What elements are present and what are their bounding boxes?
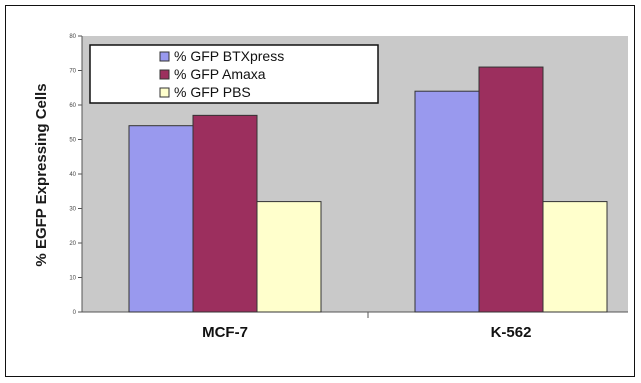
y-tick-label: 30 <box>69 207 76 213</box>
y-tick-label: 0 <box>73 310 77 316</box>
y-tick-label: 60 <box>69 103 76 109</box>
bar-mcf-7-series-0 <box>128 125 194 313</box>
y-tick-label: 40 <box>69 172 76 178</box>
legend-swatch-btxpress <box>159 51 170 62</box>
bar-mcf-7-series-2 <box>256 201 322 313</box>
y-tick-label: 20 <box>69 241 76 247</box>
bar-k-562-series-0 <box>414 90 480 313</box>
y-ticks: 0 10 20 30 40 50 60 70 80 <box>69 34 82 316</box>
x-labels: MCF-7 K-562 <box>202 324 531 341</box>
legend: % GFP BTXpress % GFP Amaxa % GFP PBS <box>89 44 379 104</box>
legend-swatch-amaxa <box>159 69 170 80</box>
legend-label-pbs: % GFP PBS <box>174 84 251 100</box>
bar-mcf-7-series-1 <box>192 114 258 313</box>
x-category-label: MCF-7 <box>202 324 248 341</box>
bar-k-562-series-2 <box>542 201 608 313</box>
x-category-label: K-562 <box>491 324 532 341</box>
y-axis-title: % EGFP Expressing Cells <box>33 83 50 266</box>
bar-k-562-series-1 <box>478 66 544 313</box>
y-tick-label: 70 <box>69 69 76 75</box>
legend-swatch-pbs <box>159 87 170 98</box>
y-tick-label: 50 <box>69 138 76 144</box>
legend-label-btxpress: % GFP BTXpress <box>174 48 284 64</box>
legend-label-amaxa: % GFP Amaxa <box>174 66 266 82</box>
y-tick-label: 80 <box>69 34 76 40</box>
legend-box <box>89 44 379 104</box>
y-tick-label: 10 <box>69 276 76 282</box>
bars <box>128 66 608 313</box>
